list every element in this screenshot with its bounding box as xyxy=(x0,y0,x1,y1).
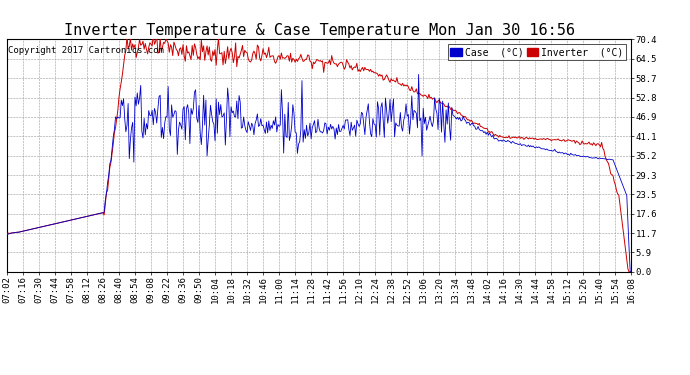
Legend: Case  (°C), Inverter  (°C): Case (°C), Inverter (°C) xyxy=(448,44,627,60)
Title: Inverter Temperature & Case Temperature Mon Jan 30 16:56: Inverter Temperature & Case Temperature … xyxy=(63,23,575,38)
Text: Copyright 2017 Cartronics.com: Copyright 2017 Cartronics.com xyxy=(8,46,164,56)
